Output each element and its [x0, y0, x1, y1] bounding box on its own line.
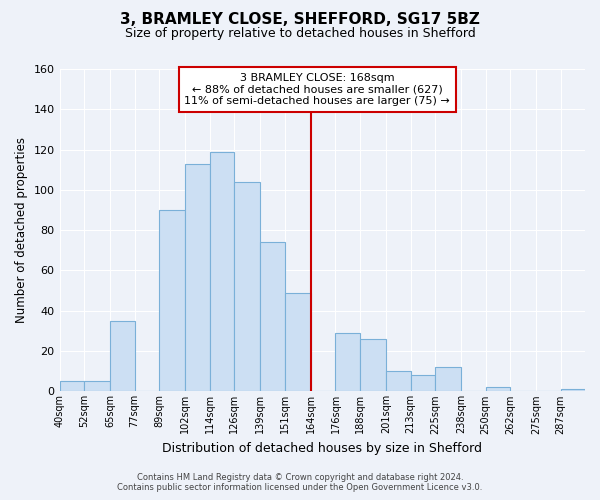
X-axis label: Distribution of detached houses by size in Shefford: Distribution of detached houses by size …	[162, 442, 482, 455]
Text: Contains HM Land Registry data © Crown copyright and database right 2024.
Contai: Contains HM Land Registry data © Crown c…	[118, 473, 482, 492]
Bar	[260, 242, 285, 392]
Bar	[185, 164, 209, 392]
Text: 3 BRAMLEY CLOSE: 168sqm
← 88% of detached houses are smaller (627)
11% of semi-d: 3 BRAMLEY CLOSE: 168sqm ← 88% of detache…	[184, 73, 450, 106]
Bar	[485, 388, 510, 392]
Bar	[335, 333, 360, 392]
Bar	[110, 321, 134, 392]
Text: 3, BRAMLEY CLOSE, SHEFFORD, SG17 5BZ: 3, BRAMLEY CLOSE, SHEFFORD, SG17 5BZ	[120, 12, 480, 28]
Bar	[285, 292, 311, 392]
Bar	[386, 371, 410, 392]
Text: Size of property relative to detached houses in Shefford: Size of property relative to detached ho…	[125, 28, 475, 40]
Y-axis label: Number of detached properties: Number of detached properties	[15, 137, 28, 323]
Bar	[209, 152, 234, 392]
Bar	[84, 382, 110, 392]
Bar	[560, 390, 585, 392]
Bar	[435, 367, 461, 392]
Bar	[159, 210, 185, 392]
Bar	[410, 376, 435, 392]
Bar	[360, 339, 386, 392]
Bar	[59, 382, 84, 392]
Bar	[234, 182, 260, 392]
